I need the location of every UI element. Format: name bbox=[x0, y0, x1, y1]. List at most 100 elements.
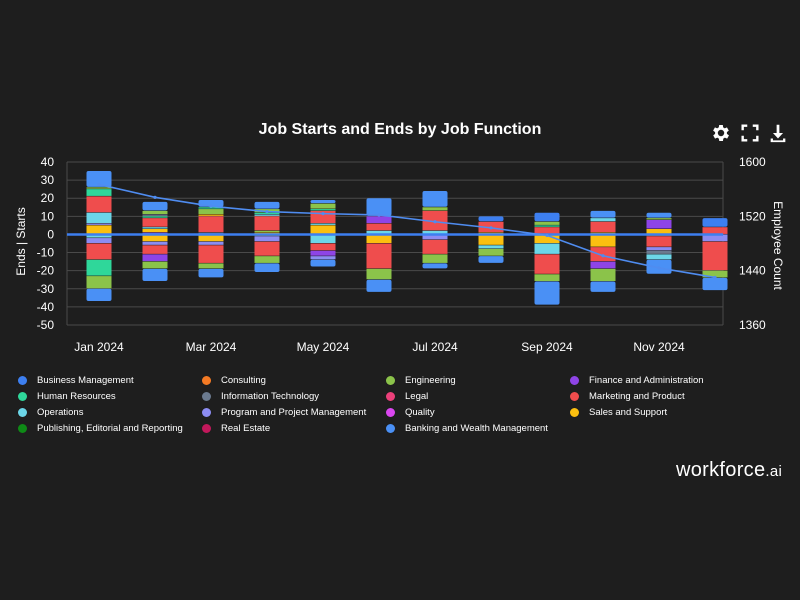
bar-marketing-and-product bbox=[702, 241, 728, 271]
bar-operations bbox=[310, 223, 336, 225]
x-tick-label: Mar 2024 bbox=[186, 340, 237, 354]
bar-marketing-and-product bbox=[86, 196, 112, 213]
bar-marketing-and-product bbox=[422, 239, 448, 254]
bar-business-management bbox=[702, 218, 728, 227]
legend-marker bbox=[386, 375, 395, 385]
legend-item-quality[interactable]: Quality bbox=[386, 404, 435, 420]
legend-item-finance-and-administration[interactable]: Finance and Administration bbox=[570, 372, 704, 388]
legend-item-publishing-editorial-and-reporting[interactable]: Publishing, Editorial and Reporting bbox=[18, 420, 183, 436]
legend-item-sales-and-support[interactable]: Sales and Support bbox=[570, 404, 667, 420]
y2-axis-title: Employee Count bbox=[771, 201, 785, 290]
bar-business-management bbox=[534, 212, 560, 222]
legend-item-information-technology[interactable]: Information Technology bbox=[202, 388, 319, 404]
legend-item-operations[interactable]: Operations bbox=[18, 404, 83, 420]
legend-label: Sales and Support bbox=[589, 406, 668, 418]
legend-label: Business Management bbox=[37, 374, 134, 386]
legend-marker bbox=[202, 423, 211, 433]
bar-banking-and-wealth-management bbox=[702, 277, 728, 291]
bar-sales-and-support bbox=[646, 229, 672, 234]
y2-tick-label: 1360 bbox=[739, 318, 766, 332]
legend-label: Consulting bbox=[221, 374, 266, 386]
legend-label: Real Estate bbox=[221, 422, 271, 434]
bar-banking-and-wealth-management bbox=[366, 279, 392, 292]
legend-marker bbox=[570, 391, 579, 401]
bar-marketing-and-product bbox=[310, 243, 336, 251]
legend-marker bbox=[202, 407, 211, 417]
y-tick-label: 30 bbox=[41, 173, 55, 187]
legend-label: Engineering bbox=[405, 374, 456, 386]
employee-count-point bbox=[97, 182, 101, 187]
bar-marketing-and-product bbox=[142, 245, 168, 254]
bar-engineering bbox=[310, 203, 336, 209]
legend-item-business-management[interactable]: Business Management bbox=[18, 372, 134, 388]
chart-title: Job Starts and Ends by Job Function bbox=[258, 121, 542, 138]
y-axis-title: Ends | Starts bbox=[14, 207, 28, 275]
bar-engineering bbox=[702, 270, 728, 278]
bar-marketing-and-product bbox=[254, 241, 280, 256]
y-tick-label: -20 bbox=[37, 264, 55, 278]
legend-marker bbox=[18, 423, 27, 433]
fullscreen-button[interactable] bbox=[739, 122, 761, 144]
legend-marker bbox=[570, 407, 579, 417]
legend-item-real-estate[interactable]: Real Estate bbox=[202, 420, 270, 436]
legend-label: Human Resources bbox=[37, 390, 116, 402]
brand-logo: workforce.ai bbox=[676, 459, 783, 481]
x-tick-label: Nov 2024 bbox=[633, 340, 685, 354]
bar-marketing-and-product bbox=[366, 223, 392, 231]
settings-button[interactable] bbox=[710, 122, 732, 144]
bar-engineering bbox=[198, 209, 224, 215]
bar-operations bbox=[478, 245, 504, 249]
legend-item-program-and-project-management[interactable]: Program and Project Management bbox=[202, 404, 366, 420]
bar-operations bbox=[366, 230, 392, 234]
bar-operations bbox=[142, 227, 168, 229]
legend-item-legal[interactable]: Legal bbox=[386, 388, 428, 404]
y-tick-label: -50 bbox=[37, 318, 55, 332]
bar-engineering bbox=[422, 207, 448, 211]
employee-count-point bbox=[601, 254, 605, 258]
bar-program-and-project-management bbox=[702, 234, 728, 242]
legend-item-banking-and-wealth-management[interactable]: Banking and Wealth Management bbox=[386, 420, 548, 436]
y-tick-label: -40 bbox=[37, 300, 55, 314]
bar-marketing-and-product bbox=[534, 227, 560, 234]
employee-count-line bbox=[98, 183, 716, 279]
bar-sales-and-support bbox=[198, 234, 224, 242]
legend-marker bbox=[18, 375, 27, 385]
employee-count-point bbox=[321, 212, 325, 216]
bar-sales-and-support bbox=[534, 234, 560, 243]
employee-count-point bbox=[545, 233, 549, 237]
bar-engineering bbox=[254, 230, 280, 233]
bar-banking-and-wealth-management bbox=[142, 201, 168, 211]
legend-marker bbox=[202, 375, 211, 385]
bar-engineering bbox=[142, 210, 168, 215]
bar-banking-and-wealth-management bbox=[646, 212, 672, 218]
bar-human-resources bbox=[86, 259, 112, 276]
bar-sales-and-support bbox=[142, 229, 168, 233]
legend-label: Legal bbox=[405, 390, 429, 402]
legend-item-human-resources[interactable]: Human Resources bbox=[18, 388, 116, 404]
legend-marker bbox=[18, 391, 27, 401]
legend-marker bbox=[386, 407, 395, 417]
legend-item-marketing-and-product[interactable]: Marketing and Product bbox=[570, 388, 685, 404]
legend-item-consulting[interactable]: Consulting bbox=[202, 372, 266, 388]
bar-sales-and-support bbox=[198, 214, 224, 216]
bar-operations bbox=[590, 218, 616, 222]
y-tick-label: 10 bbox=[41, 209, 55, 223]
employee-count-point bbox=[377, 213, 381, 217]
bar-marketing-and-product bbox=[142, 218, 168, 227]
bar-sales-and-support bbox=[86, 225, 112, 234]
bar-banking-and-wealth-management bbox=[254, 263, 280, 272]
y-tick-label: 40 bbox=[41, 155, 55, 169]
bar-program-and-project-management bbox=[142, 241, 168, 245]
download-button[interactable] bbox=[767, 122, 789, 144]
bar-marketing-and-product bbox=[590, 221, 616, 233]
employee-count-point bbox=[713, 275, 717, 280]
bar-human-resources bbox=[142, 216, 168, 218]
employee-count-point bbox=[489, 226, 493, 230]
legend-label: Publishing, Editorial and Reporting bbox=[37, 422, 183, 434]
download-icon bbox=[770, 124, 786, 143]
legend-item-engineering[interactable]: Engineering bbox=[386, 372, 456, 388]
legend-marker bbox=[202, 391, 211, 401]
legend-label: Operations bbox=[37, 406, 84, 418]
bar-engineering bbox=[646, 218, 672, 220]
